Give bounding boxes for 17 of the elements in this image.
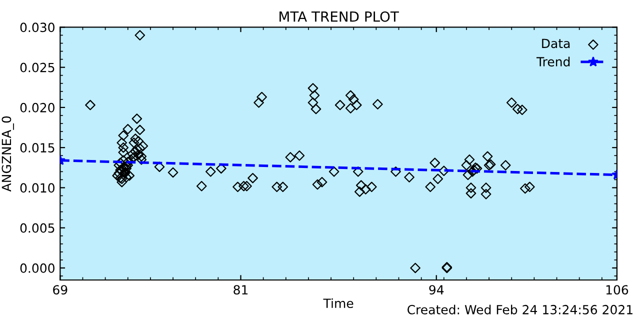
x-tick-label: 106 [606, 285, 628, 295]
x-axis-title: Time [323, 298, 354, 308]
chart-title: MTA TREND PLOT [280, 11, 399, 22]
legend-label: Trend [536, 56, 570, 66]
x-tick-label: 94 [429, 285, 444, 295]
y-tick-label: 0.005 [20, 223, 54, 233]
x-tick-label: 69 [53, 285, 68, 295]
y-tick-label: 0.000 [20, 263, 54, 273]
legend-label: Data [542, 38, 570, 48]
y-tick-label: 0.025 [20, 62, 54, 72]
x-tick-label: 81 [234, 285, 248, 295]
y-tick-label: 0.030 [20, 22, 54, 32]
y-tick-label: 0.015 [20, 143, 54, 153]
y-axis-title: ANGZNEA_0 [2, 116, 14, 192]
text: Created: Wed Feb 24 13:24:56 2021 [408, 304, 632, 314]
y-tick-label: 0.010 [20, 183, 54, 193]
y-tick-label: 0.020 [20, 102, 54, 112]
